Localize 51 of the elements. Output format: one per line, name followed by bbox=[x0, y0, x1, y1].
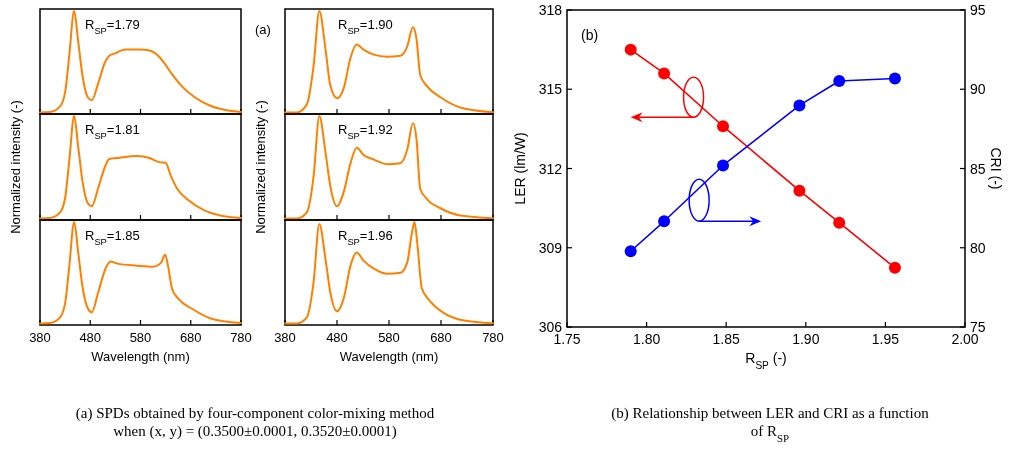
annotation: R$_{SP}$=1.96 bbox=[338, 228, 393, 247]
point bbox=[717, 120, 730, 133]
x-tick-label: 580 bbox=[378, 330, 400, 345]
x-tick-label: 1.80 bbox=[632, 331, 661, 347]
x-tick-label: 1.95 bbox=[871, 331, 900, 347]
point bbox=[717, 159, 730, 172]
text: (b) Relationship between LER and CRI as a function of R$_{SP}$ bbox=[611, 405, 930, 444]
y-axis-title: Normalized intensity (-) bbox=[8, 100, 23, 234]
x-tick-label: 780 bbox=[482, 330, 504, 345]
text: (a) bbox=[255, 22, 271, 37]
point bbox=[793, 184, 806, 197]
y2-tick-label: 90 bbox=[970, 81, 986, 98]
point bbox=[624, 43, 637, 56]
point bbox=[833, 75, 846, 88]
point bbox=[888, 72, 901, 85]
x-tick-label: 680 bbox=[430, 330, 452, 345]
y2-tick-label: 80 bbox=[970, 239, 986, 256]
y2-axis-title: CRI (-) bbox=[988, 147, 1004, 190]
point bbox=[658, 67, 671, 80]
point bbox=[888, 261, 901, 274]
y-axis-title: Normalized intensity (-) bbox=[253, 100, 268, 234]
point bbox=[833, 216, 846, 229]
text: (a) SPDs obtained by four-component color-mixing method when (x, y) = (0.3500±0.0001, 0.3520±0.0001) bbox=[75, 405, 435, 440]
annotation: R$_{SP}$=1.79 bbox=[85, 17, 140, 36]
x-tick-label: 480 bbox=[79, 330, 102, 345]
y-tick-label: 315 bbox=[538, 81, 563, 98]
x-tick-label: 680 bbox=[179, 330, 202, 345]
point bbox=[624, 245, 637, 258]
y2-tick-label: 85 bbox=[970, 160, 986, 177]
point bbox=[658, 215, 671, 228]
y2-tick-label: 95 bbox=[970, 2, 986, 18]
annotation: R$_{SP}$=1.81 bbox=[85, 122, 140, 141]
x-axis-title: Wavelength (nm) bbox=[91, 349, 190, 364]
y-tick-label: 309 bbox=[538, 239, 563, 256]
annotation: (b) bbox=[581, 27, 599, 43]
x-tick-label: 380 bbox=[29, 330, 51, 345]
y-tick-label: 318 bbox=[538, 2, 563, 18]
x-axis-title: R$_{SP}$ (-) bbox=[745, 350, 787, 371]
x-tick-label: 380 bbox=[274, 330, 296, 345]
x-tick-label: 1.90 bbox=[792, 331, 820, 347]
x-tick-label: 780 bbox=[230, 330, 252, 345]
x-tick-label: 480 bbox=[326, 330, 348, 345]
y-axis-title: LER (lm/W) bbox=[512, 132, 528, 205]
annotation: R$_{SP}$=1.92 bbox=[338, 122, 393, 141]
annotation: R$_{SP}$=1.90 bbox=[338, 17, 393, 36]
y-tick-label: 312 bbox=[538, 160, 563, 177]
x-tick-label: 580 bbox=[129, 330, 152, 345]
x-tick-label: 1.85 bbox=[712, 331, 741, 347]
point bbox=[793, 99, 806, 112]
x-axis-title: Wavelength (nm) bbox=[339, 349, 439, 364]
annotation: R$_{SP}$=1.85 bbox=[85, 228, 140, 247]
